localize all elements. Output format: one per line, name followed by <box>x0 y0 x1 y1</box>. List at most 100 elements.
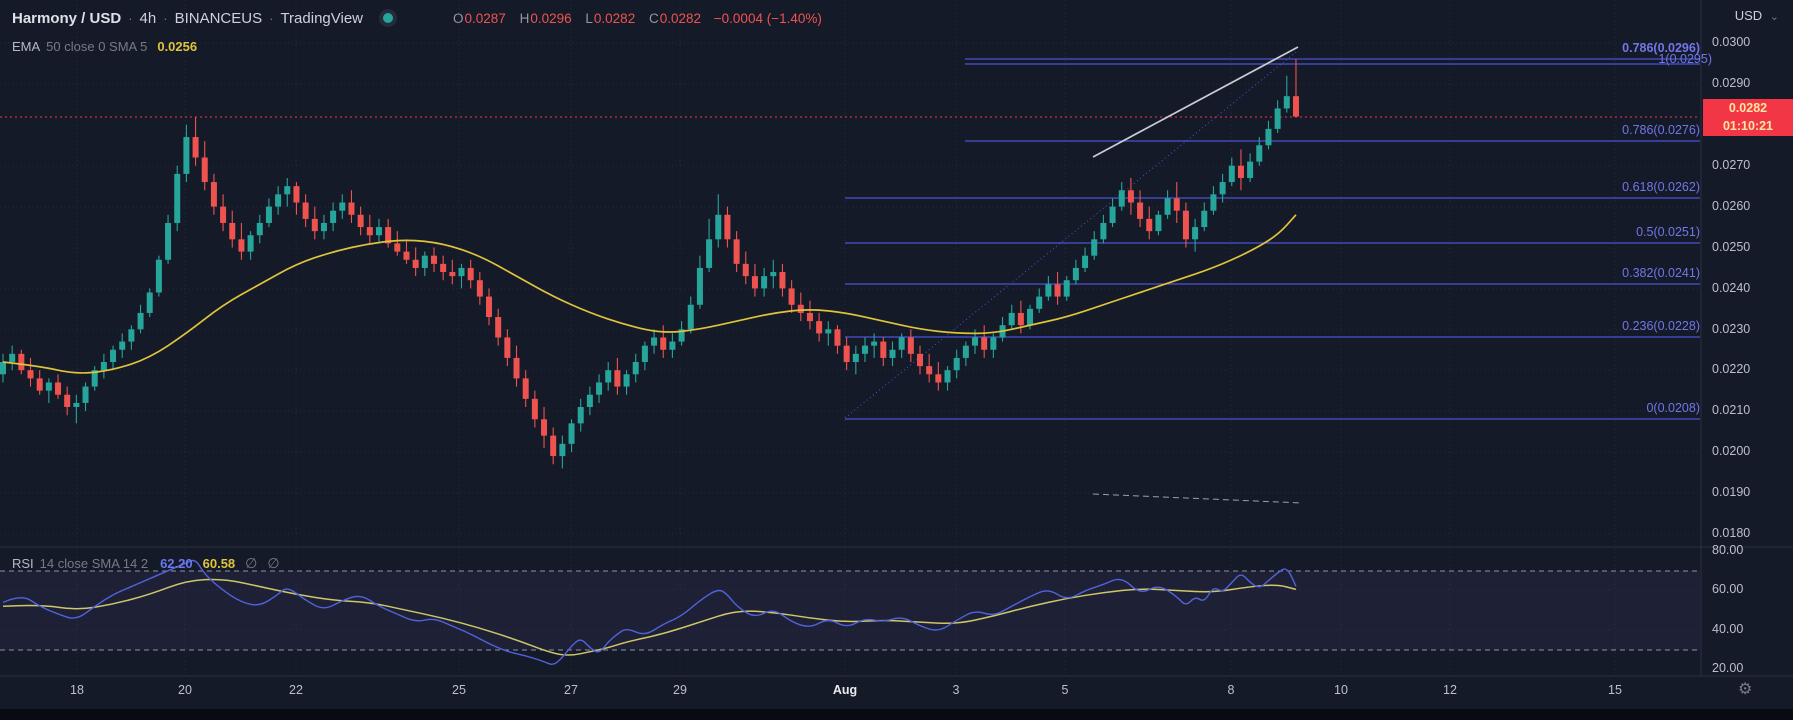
exchange-label[interactable]: BINANCEUS <box>174 9 263 27</box>
candle-body <box>1109 206 1116 223</box>
time-tick-label: Aug <box>832 683 858 697</box>
candle-body <box>1210 194 1217 211</box>
axis-settings-gear-icon[interactable]: ⚙ <box>1738 681 1753 698</box>
candle-body <box>467 267 474 281</box>
time-tick-label: 22 <box>289 683 303 697</box>
candle-body <box>880 341 887 358</box>
candle-body <box>458 267 465 277</box>
time-tick-label: 25 <box>452 683 466 697</box>
time-tick-label: 18 <box>70 683 84 697</box>
low-label: L <box>585 10 593 26</box>
candle-body <box>531 398 538 420</box>
legend-separator: · <box>269 10 274 26</box>
candle-body <box>256 222 263 236</box>
rsi-empty-value-icon: ∅ <box>267 555 280 571</box>
candle-body <box>614 370 621 387</box>
candle-body <box>1237 165 1244 178</box>
candle-body <box>1182 210 1189 240</box>
candle-body <box>660 337 667 350</box>
time-tick-label: 15 <box>1608 683 1622 697</box>
candle-body <box>1283 96 1290 109</box>
candle-body <box>412 259 419 268</box>
candle-body <box>449 272 456 277</box>
candles-group <box>0 59 1299 469</box>
candle-body <box>1192 227 1199 240</box>
candle-body <box>715 214 722 240</box>
candle-body <box>962 345 969 358</box>
last-price-value: 0.0282 <box>1728 101 1768 115</box>
candle-body <box>119 341 126 350</box>
currency-selector[interactable]: USD ⌄ <box>1735 8 1779 23</box>
bottom-border-strip <box>0 709 1793 720</box>
ema-name[interactable]: EMA <box>12 39 41 54</box>
candle-body <box>1228 165 1235 183</box>
interval-label[interactable]: 4h <box>139 9 157 27</box>
candle-body <box>229 222 236 240</box>
fib-level-label: 0.236(0.0228) <box>1622 319 1700 333</box>
candle-body <box>889 349 896 358</box>
candle-body <box>852 353 859 363</box>
candle-body <box>385 227 392 244</box>
price-tick-label: 40.00 <box>1712 622 1744 636</box>
candle-body <box>1008 312 1015 326</box>
candle-body <box>605 370 612 383</box>
candle-body <box>871 341 878 346</box>
candle-body <box>421 255 428 268</box>
price-tick-label: 0.0200 <box>1712 444 1751 458</box>
candle-body <box>1146 218 1153 232</box>
candle-body <box>1118 190 1125 207</box>
candle-body <box>91 370 98 387</box>
ema-value: 0.0256 <box>157 39 198 54</box>
price-axis[interactable]: 0.0282 01:10:21 0.0300 0.0290 0.0270 0.0260… <box>1701 0 1793 676</box>
fib-level-label: 0.382(0.0241) <box>1622 266 1700 280</box>
symbol-title[interactable]: Harmony / USD <box>12 9 122 27</box>
candle-body <box>522 378 529 399</box>
candle-body <box>1164 198 1171 215</box>
candle-body <box>375 227 382 236</box>
divergence-dashed-line <box>1092 493 1303 504</box>
candle-body <box>751 276 758 289</box>
candle-body <box>100 362 107 371</box>
candle-body <box>73 402 80 408</box>
candle-body <box>843 345 850 363</box>
candle-body <box>1256 145 1263 162</box>
rsi-empty-value-icon: ∅ <box>245 555 258 571</box>
candle-body <box>320 222 327 232</box>
rsi-indicator-legend[interactable]: RSI 14 close SMA 14 2 62.20 60.58 ∅ ∅ <box>12 555 280 572</box>
candle-body <box>1017 312 1024 326</box>
ema-indicator-legend[interactable]: EMA 50 close 0 SMA 5 0.0256 <box>12 39 197 54</box>
symbol-legend[interactable]: Harmony / USD · 4h · BINANCEUS · Trading… <box>12 9 822 27</box>
rsi-name[interactable]: RSI <box>12 556 34 571</box>
market-status-icon[interactable] <box>379 9 397 27</box>
time-axis[interactable]: ⚙ 18 20 22 25 27 29 Aug 3 5 8 10 12 15 <box>0 677 1793 708</box>
rsi-params: 14 close SMA 14 2 <box>39 556 149 571</box>
candle-body <box>339 202 346 211</box>
candle-body <box>1292 96 1299 117</box>
candle-body <box>247 235 254 252</box>
price-tick-label: 60.00 <box>1712 582 1744 596</box>
candle-body <box>1027 308 1034 326</box>
rsi-ma-value: 60.58 <box>202 556 236 571</box>
candle-body <box>577 407 584 424</box>
candle-body <box>476 280 483 297</box>
low-value: 0.0282 <box>593 10 636 26</box>
candle-body <box>1219 182 1226 195</box>
candle-body <box>898 337 905 350</box>
time-tick-label: 3 <box>952 683 960 697</box>
ohlc-values: O0.0287 H0.0296 L0.0282 C0.0282 −0.0004 … <box>443 11 822 26</box>
candle-body <box>678 329 685 342</box>
candle-body <box>495 317 502 338</box>
candle-body <box>128 329 135 342</box>
candle-body <box>403 251 410 260</box>
candle-body <box>18 353 25 371</box>
brand-label: TradingView <box>280 9 363 27</box>
candle-body <box>174 173 181 223</box>
candle-body <box>1127 190 1134 203</box>
candle-body <box>1091 239 1098 256</box>
rsi-ma-line <box>2 578 1297 656</box>
fib-level-label: 0.786(0.0276) <box>1622 123 1700 137</box>
candle-body <box>586 394 593 408</box>
candle-body <box>623 374 630 387</box>
currency-label[interactable]: USD <box>1734 8 1763 23</box>
